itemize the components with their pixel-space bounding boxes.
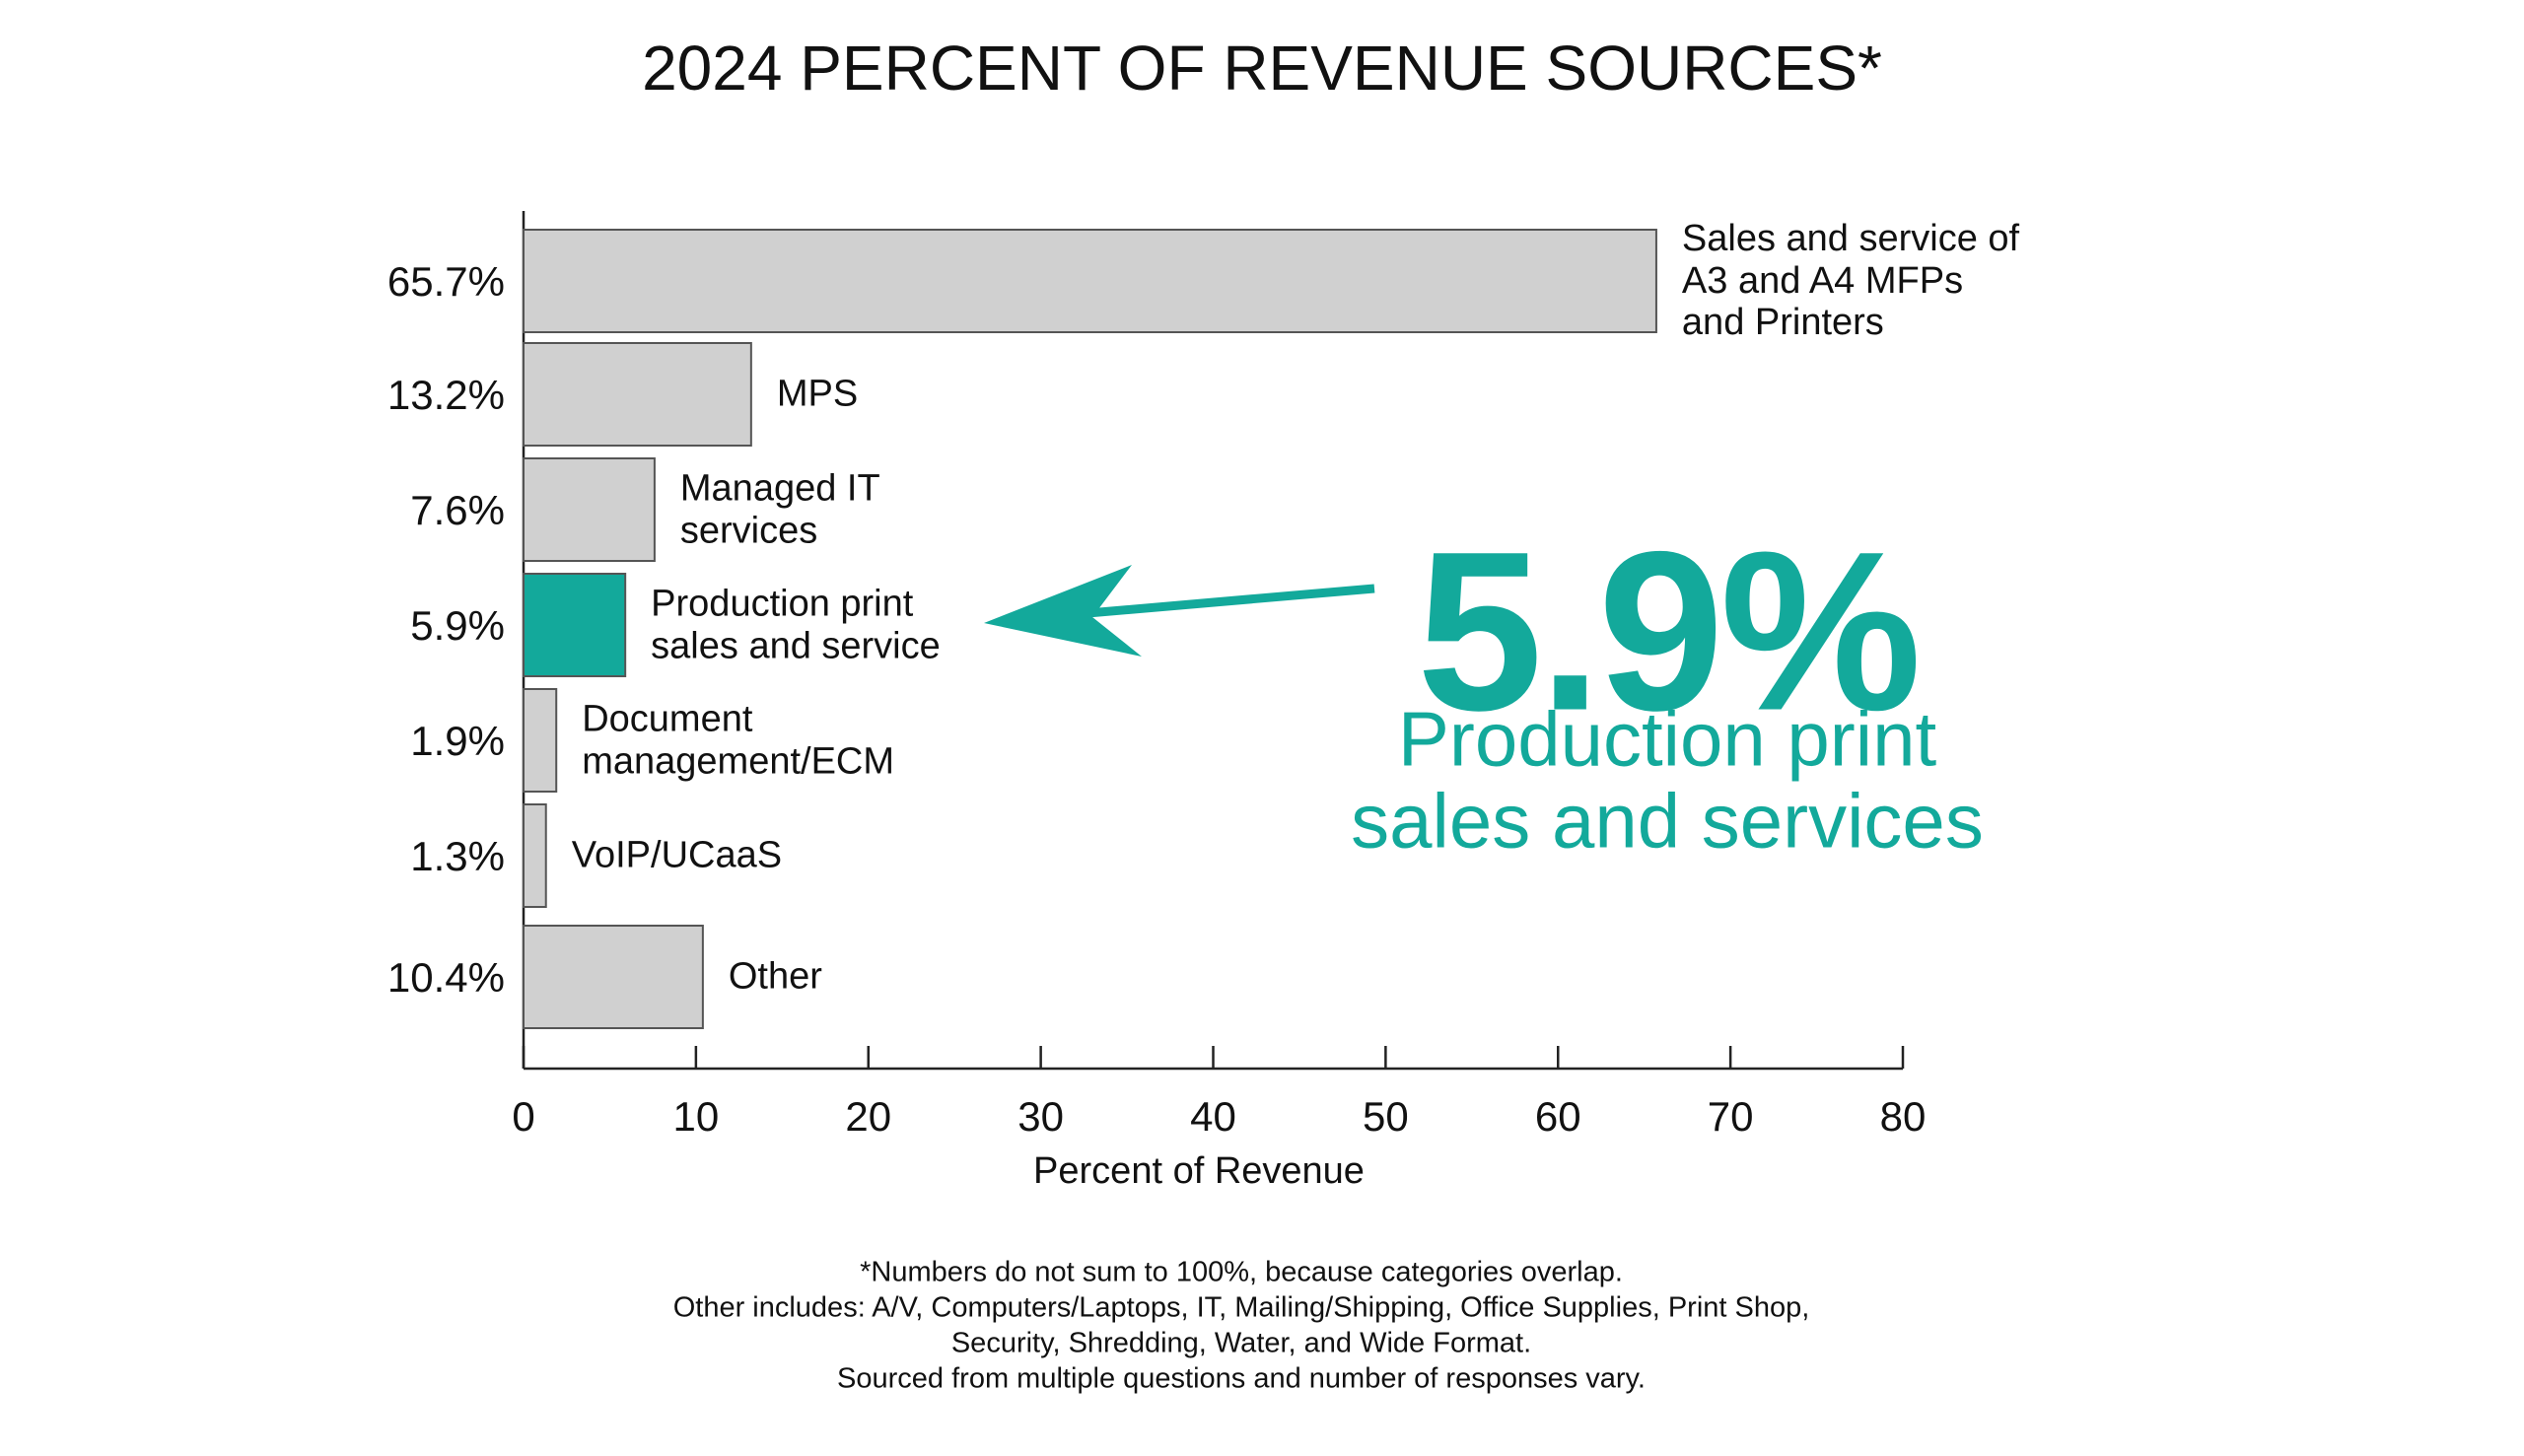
x-tick-label: 20: [845, 1093, 891, 1140]
footnote: Sourced from multiple questions and numb…: [837, 1363, 1646, 1395]
value-label: 1.9%: [410, 718, 505, 764]
value-label: 13.2%: [387, 372, 505, 418]
x-tick-label: 60: [1535, 1093, 1581, 1140]
footnote: Security, Shredding, Water, and Wide For…: [951, 1328, 1531, 1359]
x-tick-label: 0: [512, 1093, 534, 1140]
bar: [523, 342, 752, 447]
x-tick-label: 30: [1017, 1093, 1064, 1140]
value-label: 7.6%: [410, 487, 505, 533]
chart-title: 2024 PERCENT OF REVENUE SOURCES*: [642, 33, 1882, 104]
bar: [523, 573, 627, 677]
bar: [523, 229, 1657, 333]
bar: [523, 457, 656, 562]
x-tick-label: 50: [1363, 1093, 1409, 1140]
bar: [523, 925, 704, 1029]
value-label: 5.9%: [410, 602, 505, 649]
value-label: 65.7%: [387, 258, 505, 305]
category-label: MPS: [776, 373, 859, 415]
x-tick-label: 40: [1190, 1093, 1236, 1140]
x-tick-label: 10: [673, 1093, 720, 1140]
annotation-value: 5.9%: [1416, 504, 1922, 758]
category-label: VoIP/UCaaS: [571, 834, 783, 876]
category-label: Sales and service of A3 and A4 MFPs and …: [1681, 218, 2020, 344]
bar: [523, 688, 558, 793]
footnote: *Numbers do not sum to 100%, because cat…: [860, 1257, 1623, 1288]
x-tick-label: 80: [1880, 1093, 1927, 1140]
value-label: 10.4%: [387, 954, 505, 1001]
x-axis-label: Percent of Revenue: [1033, 1150, 1365, 1192]
arrow-head: [984, 565, 1142, 657]
category-label: Managed IT services: [679, 467, 880, 551]
category-label: Other: [728, 955, 822, 998]
value-label: 1.3%: [410, 833, 505, 879]
category-label: Production print sales and service: [651, 583, 941, 666]
x-tick-label: 70: [1708, 1093, 1754, 1140]
category-label: Document management/ECM: [582, 698, 895, 782]
arrow-shaft: [1064, 584, 1375, 620]
footnote: Other includes: A/V, Computers/Laptops, …: [673, 1292, 1810, 1324]
bar: [523, 803, 547, 908]
annotation-text: Production print sales and services: [1351, 695, 1984, 865]
